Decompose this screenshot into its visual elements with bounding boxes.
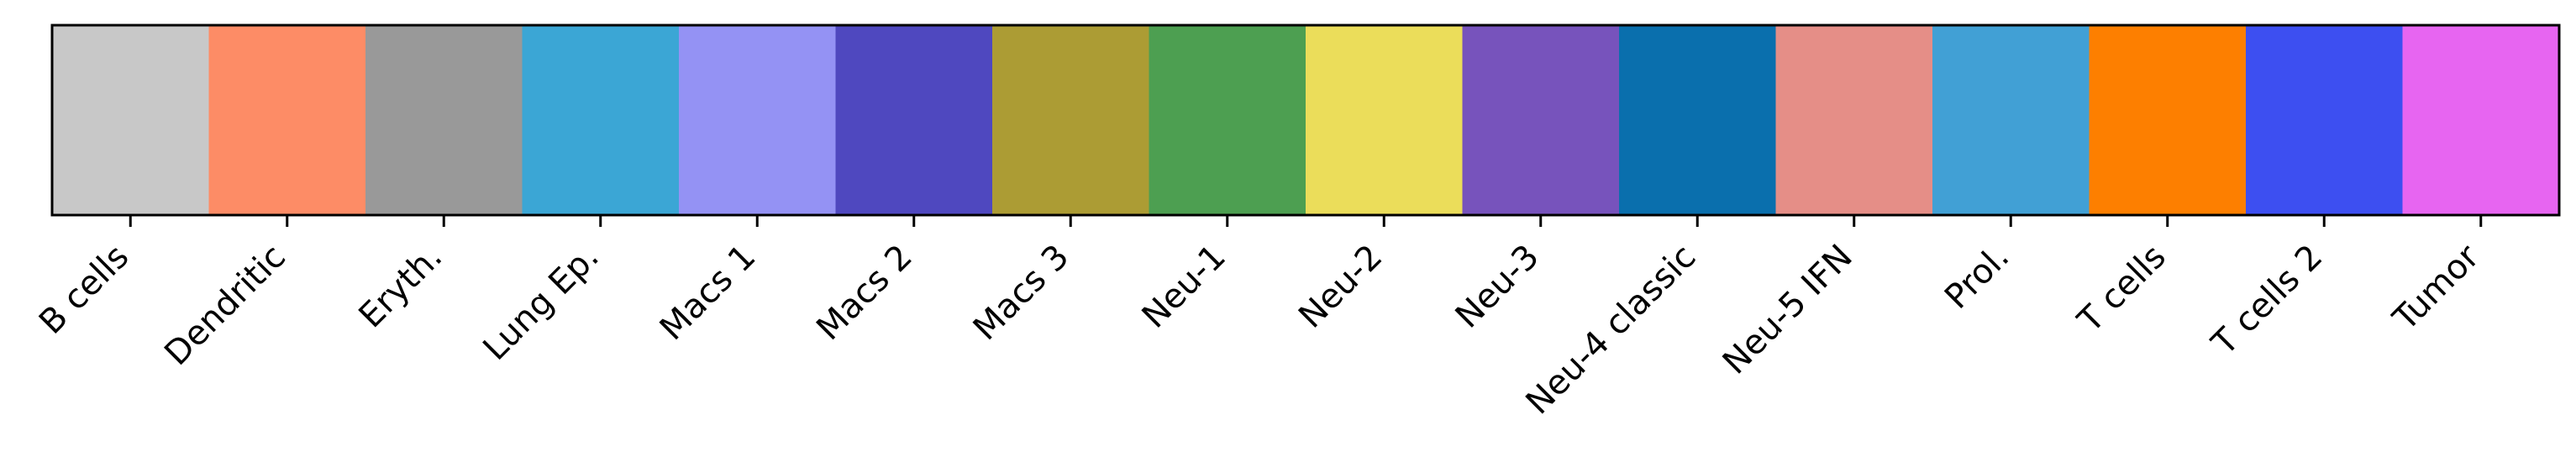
x-tick-label: Macs 3 <box>966 238 1077 349</box>
x-tick-label: T cells <box>2070 238 2174 341</box>
color-swatch <box>992 25 1150 215</box>
x-tick-label: Dendritic <box>157 238 293 374</box>
x-axis-ticks <box>129 215 2483 227</box>
color-swatch <box>1932 25 2090 215</box>
x-tick-label: Tumor <box>2385 237 2487 339</box>
color-swatch <box>1149 25 1306 215</box>
color-swatch <box>1462 25 1620 215</box>
x-tick-label: Macs 1 <box>653 238 764 349</box>
color-swatch <box>208 25 366 215</box>
x-tick-label: Neu-1 <box>1135 238 1233 336</box>
color-swatch <box>2402 25 2560 215</box>
x-tick-label: Neu-5 IFN <box>1716 238 1860 382</box>
x-tick-label: Neu-2 <box>1291 238 1390 336</box>
color-swatch <box>1306 25 1464 215</box>
color-swatch <box>2089 25 2247 215</box>
plot-frame <box>50 24 2561 217</box>
x-tick-label: Prol. <box>1937 238 2016 317</box>
x-tick-label: Neu-3 <box>1448 238 1547 336</box>
x-tick-label: T cells 2 <box>2204 238 2330 364</box>
x-tick-label: Eryth. <box>352 238 450 336</box>
color-swatch <box>365 25 523 215</box>
color-swatch <box>522 25 680 215</box>
color-swatch <box>1775 25 1933 215</box>
x-tick-label: B cells <box>32 238 136 342</box>
color-swatch <box>1619 25 1777 215</box>
color-swatch <box>835 25 993 215</box>
x-tick-label: Lung Ep. <box>476 238 606 368</box>
color-swatch <box>2246 25 2404 215</box>
color-swatch <box>52 25 210 215</box>
x-axis-tick-labels: B cells Dendritic Eryth. Lung Ep. Macs 1 Macs… <box>32 237 2487 422</box>
x-tick-label: Neu-4 classic <box>1518 238 1703 423</box>
x-tick-label: Macs 2 <box>809 238 920 349</box>
color-swatch <box>679 25 837 215</box>
color-swatches <box>52 25 2560 215</box>
